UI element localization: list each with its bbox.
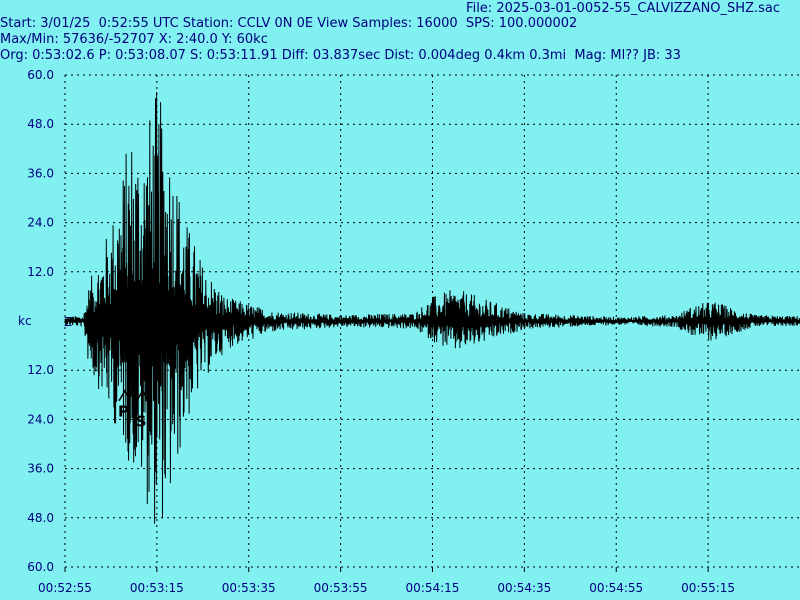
y-tick-label: 48.0: [27, 511, 54, 525]
y-tick-label: 60.0: [27, 560, 54, 574]
y-tick-label: kc: [18, 314, 32, 328]
maxmin-info: Max/Min: 57636/-52707 X: 2:40.0 Y: 60kc: [0, 32, 268, 47]
x-tick-label: 00:53:15: [130, 581, 184, 595]
x-tick-label: 00:54:15: [406, 581, 460, 595]
y-tick-label: 12.0: [27, 363, 54, 377]
x-tick-label: 00:54:35: [497, 581, 551, 595]
x-axis-labels: 00:52:55 00:53:15 00:53:35 00:53:55 00:54:15…: [38, 581, 735, 595]
pick-marker: [136, 389, 148, 402]
y-tick-label: 48.0: [27, 117, 54, 131]
x-tick-label: 00:53:35: [222, 581, 276, 595]
waveform-trace: [64, 91, 800, 524]
pick-p: P: [118, 389, 130, 421]
y-axis-labels: 60.0 48.0 36.0 24.0 12.0 kc 12.0 24.0 36.0 48.0 60…: [18, 68, 54, 574]
x-tick-label: 00:53:55: [314, 581, 368, 595]
y-tick-label: 12.0: [27, 265, 54, 279]
y-tick-label: 36.0: [27, 462, 54, 476]
pick-s: S: [136, 389, 148, 431]
pick-label: P: [118, 403, 129, 421]
pick-label: S: [136, 413, 147, 431]
file-name: File: 2025-03-01-0052-55_CALVIZZANO_SHZ.…: [466, 1, 780, 16]
pick-marker: [118, 389, 130, 402]
x-tick-label: 00:54:55: [589, 581, 643, 595]
y-tick-label: 24.0: [27, 412, 54, 426]
x-tick-label: 00:52:55: [38, 581, 92, 595]
y-tick-label: 24.0: [27, 216, 54, 230]
origin-info: Org: 0:53:02.6 P: 0:53:08.07 S: 0:53:11.…: [0, 48, 681, 63]
x-tick-label: 00:55:15: [681, 581, 735, 595]
phase-picks: PS: [118, 389, 148, 431]
start-info: Start: 3/01/25 0:52:55 UTC Station: CCLV…: [0, 16, 578, 31]
y-tick-label: 60.0: [27, 68, 54, 82]
y-tick-label: 36.0: [27, 166, 54, 180]
